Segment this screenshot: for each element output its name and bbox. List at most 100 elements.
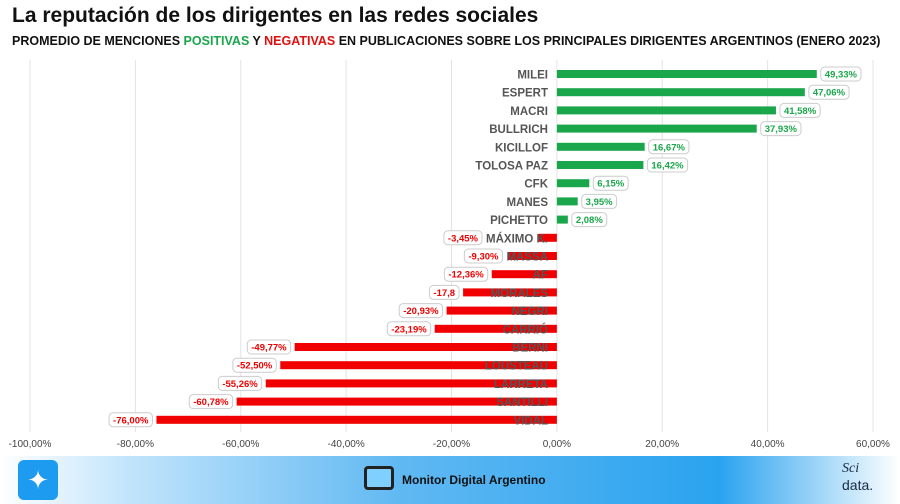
data-label-box: [398, 303, 444, 319]
bar: [556, 124, 757, 133]
data-label: 16,42%: [651, 161, 684, 172]
category-label: AF: [533, 270, 548, 282]
x-tick-label: 20,00%: [645, 439, 679, 450]
data-label-box: [232, 357, 277, 373]
bar: [556, 88, 805, 97]
category-label: LOUSTEAU: [485, 361, 548, 373]
data-label-box: [808, 84, 850, 100]
bar: [265, 379, 557, 388]
data-label-box: [428, 284, 460, 300]
bar: [556, 70, 817, 78]
category-label: CARRIÓ: [503, 323, 548, 336]
data-label: 47,06%: [813, 88, 846, 99]
data-label: -55,26%: [222, 379, 258, 390]
subtitle-text: EN PUBLICACIONES SOBRE LOS PRINCIPALES D…: [335, 34, 881, 48]
bar: [463, 288, 557, 297]
x-tick-label: -100,00%: [9, 439, 52, 450]
data-label: -12,36%: [448, 270, 484, 281]
scidata-logo: Sci: [842, 461, 860, 476]
data-label: -17,8: [433, 288, 455, 299]
data-label-box: [571, 212, 608, 228]
data-label: -20,93%: [403, 306, 439, 317]
data-label: 2,08%: [576, 215, 603, 226]
monitor-icon: [364, 466, 394, 490]
data-label: 49,33%: [825, 70, 858, 81]
data-label-box: [779, 102, 821, 118]
category-label: MACRI: [510, 106, 548, 118]
category-label: VIDAL: [514, 415, 549, 427]
category-label: MASSA: [506, 252, 548, 264]
bar: [556, 215, 568, 224]
data-label-box: [581, 193, 618, 209]
bar: [556, 142, 645, 151]
data-label: -9,30%: [468, 252, 499, 263]
bar: [556, 197, 578, 206]
category-label: SANTILLI: [496, 397, 548, 409]
category-label: TOLOSA PAZ: [475, 161, 548, 173]
bar: [538, 233, 557, 242]
data-label-box: [246, 339, 292, 355]
chart-subtitle: PROMEDIO DE MENCIONES POSITIVAS Y NEGATI…: [12, 34, 880, 48]
data-label-box: [820, 66, 862, 82]
data-label-box: [217, 375, 263, 391]
data-label-box: [443, 230, 483, 246]
subtitle-text: Y: [249, 34, 265, 48]
chart-title: La reputación de los dirigentes en las r…: [12, 4, 539, 27]
bar-chart: -100,00% -80,00% -60,00% -40,00% -20,00% 0,00…: [9, 60, 890, 450]
data-label-box: [760, 121, 802, 137]
category-label: BULLRICH: [489, 124, 548, 136]
x-tick-label: -80,00%: [117, 439, 154, 450]
x-tick-label: -60,00%: [222, 439, 259, 450]
x-tick-label: -40,00%: [328, 439, 365, 450]
bar: [280, 361, 557, 370]
data-label-box: [386, 321, 432, 337]
data-label: 16,67%: [653, 142, 686, 153]
twitter-icon: ✦: [18, 460, 58, 500]
subtitle-positive: POSITIVAS: [183, 34, 250, 48]
category-label: MÁXIMO K.: [486, 232, 548, 245]
bar: [556, 161, 644, 169]
category-label: CFK: [524, 179, 548, 191]
data-label: 6,15%: [597, 179, 624, 190]
bar: [556, 179, 590, 188]
brand-label: Monitor Digital Argentino: [402, 473, 546, 487]
data-label: -60,78%: [193, 397, 229, 408]
category-label: LARRETA: [494, 379, 548, 391]
bar: [507, 252, 557, 260]
data-label: 37,93%: [765, 124, 798, 135]
bar: [446, 306, 557, 315]
data-label-box: [188, 394, 234, 410]
data-label-box: [443, 266, 489, 282]
bar: [294, 343, 557, 351]
data-label-box: [592, 175, 629, 191]
category-label: PICHETTO: [490, 215, 548, 227]
x-tick-label: -20,00%: [433, 439, 470, 450]
bar: [156, 415, 557, 424]
category-label: KICILLOF: [495, 142, 548, 154]
data-label: -52,50%: [237, 361, 273, 372]
category-label: NEGRI: [512, 306, 548, 318]
category-label: MANES: [506, 197, 548, 209]
x-tick-label: 0,00%: [543, 439, 571, 450]
category-label: ESPERT: [502, 88, 548, 100]
data-label-box: [463, 248, 503, 264]
x-tick-label: 60,00%: [856, 439, 890, 450]
data-label-box: [108, 412, 153, 428]
data-label-box: [648, 139, 690, 155]
bar: [434, 324, 557, 333]
subtitle-negative: NEGATIVAS: [264, 34, 336, 48]
data-label: 3,95%: [586, 197, 613, 208]
category-label: MILEI: [517, 70, 548, 82]
data-label: 41,58%: [784, 106, 817, 117]
bar: [236, 397, 557, 406]
category-label: BERNI: [512, 343, 548, 355]
subtitle-text: PROMEDIO DE MENCIONES: [12, 34, 184, 48]
bar: [491, 270, 557, 279]
scidata-logo-text: data.: [842, 477, 874, 493]
data-label: -76,00%: [113, 415, 149, 426]
footer: ✦ Monitor Digital Argentino Sci data.: [0, 456, 900, 504]
category-label: MORALES: [491, 288, 549, 300]
data-label: -3,45%: [448, 233, 479, 244]
data-label: -23,19%: [391, 324, 427, 335]
x-tick-label: 40,00%: [751, 439, 785, 450]
